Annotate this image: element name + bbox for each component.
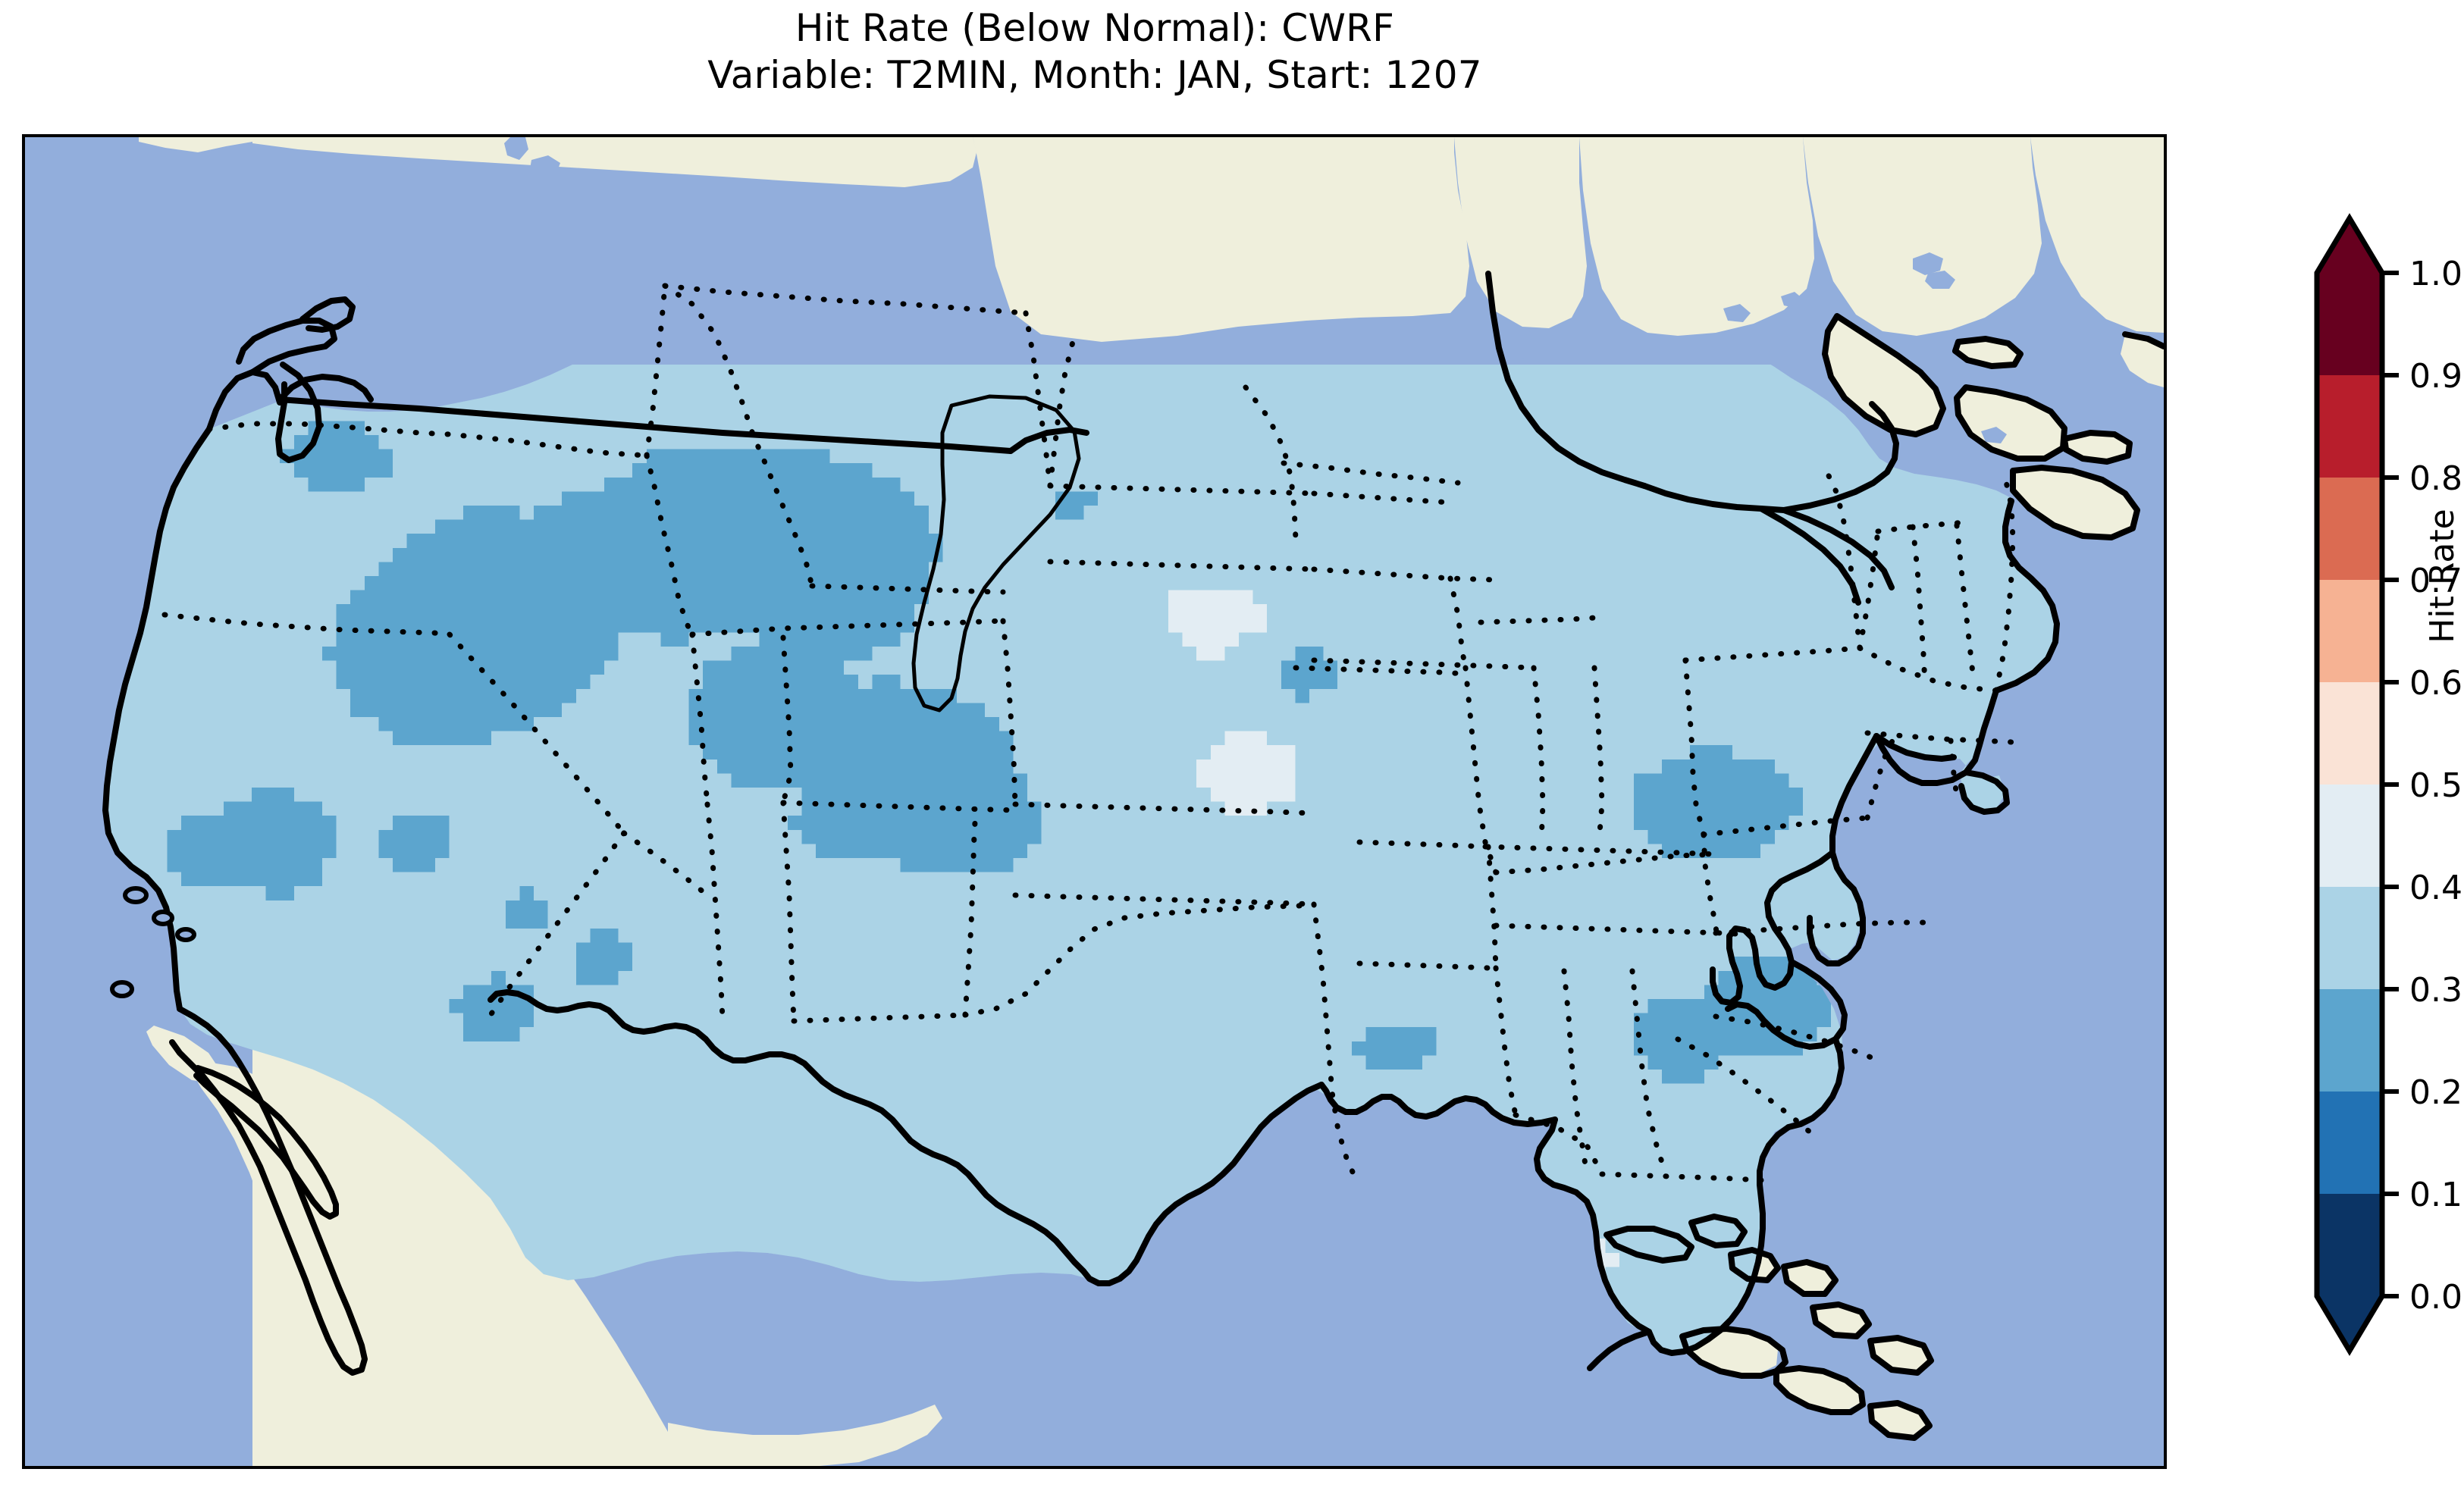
colorbar-tick-label: 0.2	[2409, 1073, 2462, 1112]
colorbar-band	[2317, 682, 2382, 785]
colorbar-tick-label: 0.4	[2409, 869, 2462, 907]
colorbar-band	[2317, 375, 2382, 478]
colorbar-band	[2317, 580, 2382, 683]
colorbar-band	[2317, 887, 2382, 990]
colorbar-bands	[2317, 218, 2382, 1351]
hit-rate-map	[25, 137, 2164, 1466]
colorbar-tick-label: 0.7	[2409, 562, 2462, 600]
colorbar-tick-label: 0.8	[2409, 459, 2462, 498]
colorbar-band	[2317, 1194, 2382, 1297]
colorbar-extend-top	[2317, 218, 2382, 273]
colorbar-axis: 1.0 0.9 0.8 0.7 0.6 0.5 0.4 0.3 0.2 0.1 0.0	[2314, 213, 2462, 1356]
colorbar-tick-label: 0.0	[2409, 1278, 2462, 1317]
colorbar-band	[2317, 1092, 2382, 1195]
channel-islands	[110, 886, 196, 998]
colorbar-extend-bottom	[2317, 1296, 2382, 1351]
chart-title: Hit Rate (Below Normal): CWRF Variable: …	[0, 5, 2190, 99]
colorbar-tick-label: 0.9	[2409, 357, 2462, 396]
title-line-2: Variable: T2MIN, Month: JAN, Start: 1207	[707, 53, 1482, 97]
colorbar-tick-label: 0.3	[2409, 971, 2462, 1010]
coastline-layer	[102, 271, 2164, 1441]
colorbar-label: Hit Rate	[2423, 509, 2462, 644]
colorbar[interactable]: 1.0 0.9 0.8 0.7 0.6 0.5 0.4 0.3 0.2 0.1 0.0 Hit Ra…	[2297, 114, 2464, 1425]
colorbar-tick-label: 0.1	[2409, 1176, 2462, 1214]
title-line-1: Hit Rate (Below Normal): CWRF	[795, 6, 1395, 50]
colorbar-band	[2317, 989, 2382, 1092]
colorbar-band	[2317, 273, 2382, 376]
map-panel[interactable]	[22, 134, 2167, 1469]
colorbar-tick-label: 1.0	[2409, 255, 2462, 293]
colorbar-band	[2317, 478, 2382, 581]
colorbar-ticks: 1.0 0.9 0.8 0.7 0.6 0.5 0.4 0.3 0.2 0.1 0.0	[2382, 255, 2462, 1317]
colorbar-band	[2317, 785, 2382, 888]
colorbar-tick-label: 0.5	[2409, 766, 2462, 805]
colorbar-tick-label: 0.6	[2409, 664, 2462, 703]
